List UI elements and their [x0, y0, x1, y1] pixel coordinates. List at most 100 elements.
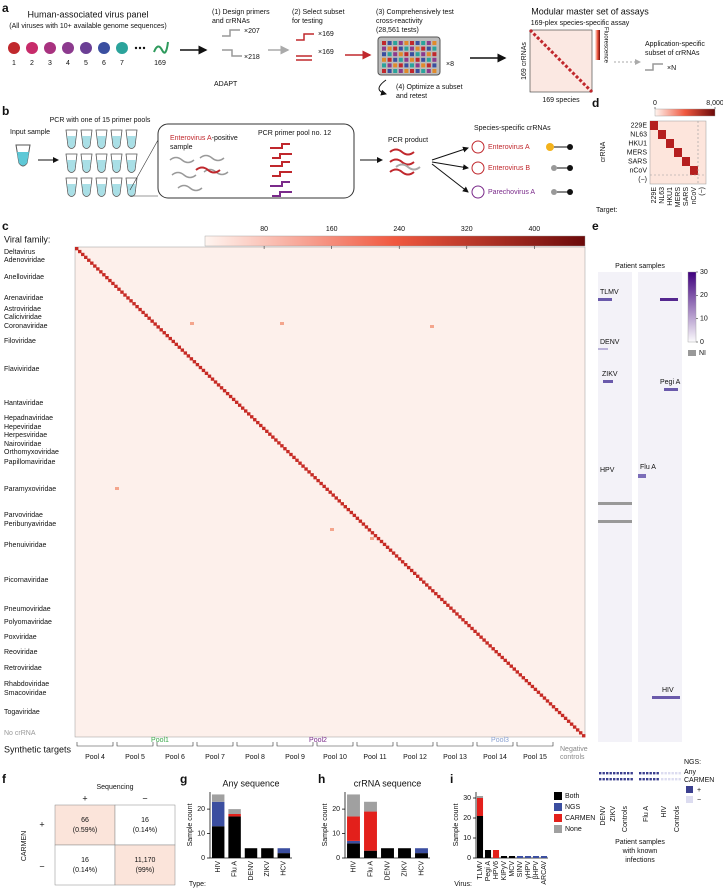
bar-segment	[398, 848, 411, 858]
diagonal-cell	[524, 679, 529, 683]
diagonal-cell	[129, 299, 133, 303]
bar-segment	[476, 798, 484, 816]
virus-icons: 1 2 3 4 5 6 7 169	[8, 41, 169, 67]
diagonal-cell	[177, 345, 182, 349]
tube-liquid	[97, 136, 106, 148]
count: ×169	[318, 31, 334, 38]
diagonal-cell	[690, 166, 698, 175]
off-diagonal-cell	[370, 537, 374, 540]
dot	[609, 778, 612, 781]
dot	[630, 778, 633, 781]
row-label: Herpesviridae	[4, 432, 47, 439]
well	[398, 41, 403, 45]
diagonal-cell	[400, 560, 405, 564]
well	[398, 57, 403, 62]
diagonal-cell	[334, 496, 338, 500]
target: Enterovirus A	[488, 144, 530, 151]
diagonal-cell	[425, 583, 429, 587]
axis-label: Viral family:	[4, 234, 50, 244]
diagonal-cell	[144, 313, 148, 317]
diagonal-cell	[533, 687, 538, 692]
diagonal-cell	[268, 432, 272, 436]
arrow	[431, 161, 469, 171]
sequence	[195, 166, 221, 174]
diagonal-cell	[373, 534, 378, 538]
dot	[661, 772, 664, 775]
tube-liquid	[112, 136, 121, 148]
diagonal-cell	[512, 667, 516, 671]
diagonal-cell	[385, 545, 390, 549]
diagonal-cell	[557, 710, 562, 715]
divider	[650, 121, 706, 184]
col-label: HKU1	[667, 187, 674, 206]
row-label: Reoviridae	[4, 649, 38, 656]
x-tick-label: HIV	[215, 861, 222, 873]
well	[382, 52, 386, 57]
row-label: Togaviridae	[4, 709, 40, 716]
colorbar	[687, 271, 697, 343]
diagonal-cell	[494, 650, 498, 654]
diagonal-cell	[539, 693, 544, 697]
diagonal-cell	[358, 519, 363, 523]
diagonal-cell	[370, 531, 375, 535]
legend-label: None	[565, 826, 582, 833]
diagonal-cell	[527, 681, 532, 686]
well	[393, 41, 398, 45]
diagonal-cell	[150, 319, 154, 323]
diagonal-cell	[476, 632, 480, 636]
virus	[8, 42, 20, 54]
row-label: Flu A	[640, 464, 656, 471]
row-header: CARMEN	[21, 831, 28, 861]
y-tick-label: 0	[336, 855, 340, 862]
cell-pct: (0.59%)	[73, 827, 98, 834]
cell	[114, 844, 176, 886]
dot	[606, 778, 609, 781]
row-label: Hepadnaviridae	[4, 415, 53, 422]
virus-id: 1	[12, 60, 16, 67]
well	[387, 41, 392, 45]
diagonal-cell	[428, 586, 432, 590]
row-label: nCoV	[629, 167, 647, 174]
diagonal-cell	[367, 528, 372, 532]
dot	[668, 778, 671, 781]
diagonal-cell	[403, 563, 408, 567]
diagonal-cell	[434, 592, 438, 596]
colorbar-tick-label: 8,000	[706, 100, 723, 107]
x-tick-label: DENV	[248, 861, 255, 881]
well	[410, 63, 414, 68]
diagonal-cell	[259, 423, 263, 428]
x-tick-label: KIPyV	[501, 861, 508, 881]
well	[415, 57, 420, 62]
colorbar-tick-label: 20	[700, 292, 708, 299]
colorbar-tick-label: 80	[260, 226, 268, 233]
diagonal-cell	[75, 247, 79, 251]
diagonal-cell	[204, 371, 209, 375]
virus-id: 169	[154, 60, 166, 67]
diagonal-cell	[147, 316, 151, 320]
diagonal-cell	[446, 603, 450, 607]
dot	[627, 772, 630, 775]
x-tick-label: HCV	[418, 861, 425, 876]
diagonal-cell	[186, 354, 191, 358]
well	[382, 69, 386, 73]
off-diagonal-cell	[330, 528, 334, 531]
col-label: HIV	[661, 806, 668, 818]
bar-segment	[228, 814, 241, 817]
bar-segment	[347, 843, 360, 858]
row-label: Orthomyxoviridae	[4, 449, 59, 456]
bar-segment	[381, 848, 394, 858]
diagonal-cell	[174, 342, 179, 346]
step-text: (28,561 tests)	[376, 27, 419, 34]
diagonal-cell	[530, 684, 535, 689]
pool-label: Pool 4	[85, 754, 105, 761]
off-diagonal-cell	[280, 322, 284, 325]
diagonal-cell	[159, 328, 163, 332]
cell-count: 16	[81, 857, 89, 864]
tube-liquid	[67, 184, 76, 196]
diagonal-cell	[485, 641, 489, 645]
count: ×N	[667, 65, 676, 72]
dot	[668, 772, 671, 775]
row-label: Astroviridae	[4, 306, 41, 313]
row-label: Pneumoviridae	[4, 606, 51, 613]
